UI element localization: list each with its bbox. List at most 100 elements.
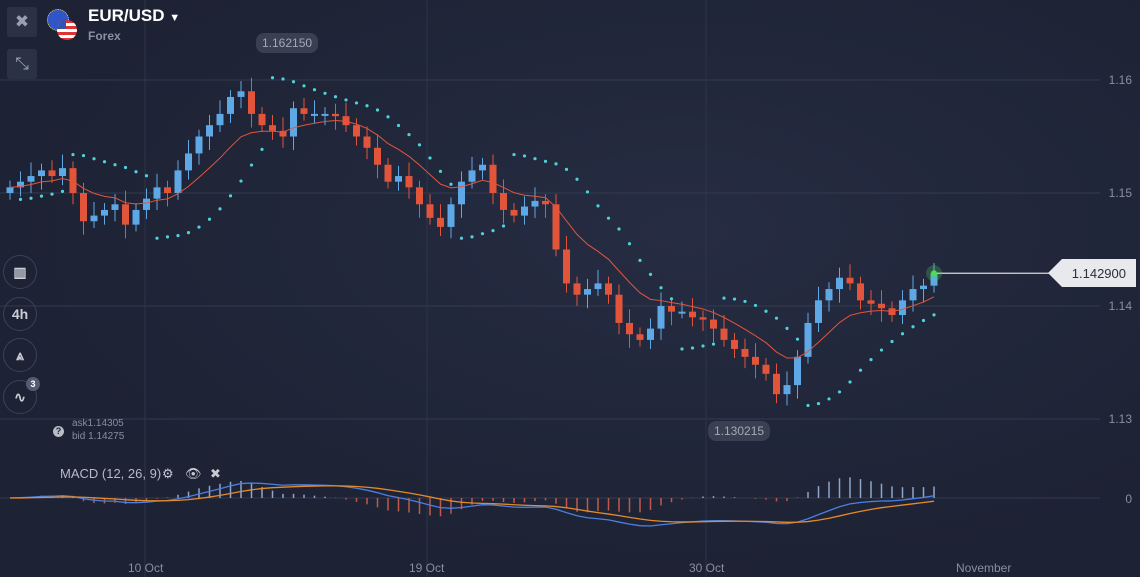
candle [678,311,686,314]
candle [563,249,570,284]
candle [615,294,623,323]
candle [38,170,45,177]
bid-price: bid 1.14275 [72,431,125,442]
candle [143,198,150,210]
timeframe-button[interactable]: 4h [3,297,37,331]
sar-dot [680,347,684,351]
caret-down-icon: ▼ [169,12,181,24]
sar-dot [711,342,716,346]
sar-dot [165,235,170,239]
remove-indicator-icon[interactable]: ✖ [210,466,221,481]
candle [657,306,665,329]
sar-dot [92,157,96,161]
us-flag-icon [57,20,77,40]
macd-label: MACD (12, 26, 9) [60,466,162,481]
sar-dot [722,296,726,300]
sar-dot [155,236,159,240]
gear-icon[interactable]: ⚙ [162,466,174,481]
candle [867,300,875,304]
asset-symbol: EUR/USD [88,6,165,25]
asset-selector[interactable]: EUR/USD ▼ [88,6,180,26]
candle [447,204,455,227]
candle [731,339,738,349]
sar-dot [879,348,884,352]
collapse-button[interactable]: ⤡ [7,49,37,79]
x-tick: 30 Oct [689,561,725,575]
sar-dot [207,217,212,221]
chart-type-button[interactable]: ▥ [3,255,37,289]
indicators-button[interactable]: ∿ 3 [3,377,40,414]
candle [468,170,476,182]
candle [237,91,245,97]
x-tick: 10 Oct [128,561,164,575]
sar-dot [669,297,674,301]
candle [594,283,602,290]
help-icon[interactable]: ? [53,426,64,437]
candle [521,206,528,216]
candle [132,209,140,225]
sar-dot [354,101,359,105]
sar-dot [29,196,33,200]
asset-category: Forex [88,29,121,43]
sar-dot [911,325,915,329]
ask-price: ask1.14305 [72,418,124,429]
candle [174,170,182,193]
sar-dot [228,194,233,198]
sar-dot [281,77,285,81]
macd-zero-tick: 0 [1125,492,1132,506]
candle [542,200,549,205]
drawing-tools-button[interactable]: ⩓ [3,338,37,372]
candle [909,289,917,301]
sar-dot [806,403,810,408]
sar-dot [291,80,296,84]
close-button[interactable]: ✖ [7,7,37,37]
sar-dot [71,152,75,157]
y-tick: 1.16 [1108,73,1132,87]
sar-dot [858,368,863,372]
candle [825,289,833,301]
candle [647,328,654,340]
candle [269,125,276,131]
sar-dot [638,258,642,262]
sar-dot [186,231,191,235]
sar-dot [81,153,86,158]
timeframe-label: 4h [11,306,29,322]
sar-dot [816,401,821,406]
eye-icon[interactable]: 👁 [185,466,202,481]
candle [489,164,497,193]
candle [17,181,24,188]
candle [458,181,465,205]
signal-line [9,485,935,523]
sar-dot [564,167,569,172]
candle [48,170,56,177]
candle [59,168,66,177]
candle [27,176,35,182]
sar-dot [659,286,663,290]
sar-dot [375,108,380,112]
candle [374,147,381,165]
sar-dot [753,303,758,308]
candle [573,283,581,295]
sar-dot [827,397,831,401]
sar-dot [102,160,107,164]
candle [80,193,87,222]
sar-dot [543,159,548,163]
candle [699,317,707,320]
collapse-arrows-icon: ⤡ [15,54,29,73]
sar-dot [18,197,23,201]
candle [332,113,339,117]
candle [195,136,203,154]
candle [101,209,108,216]
candle [258,113,266,126]
indicators-icon: ∿ [14,388,26,405]
sar-dot [144,174,149,178]
sar-dot [323,91,327,95]
sar-dot [554,162,558,166]
candle [6,187,14,193]
sar-dot [113,163,117,167]
sar-dot [480,232,485,236]
candle [626,322,633,335]
sar-dot [743,299,747,304]
sar-dot [60,189,65,194]
